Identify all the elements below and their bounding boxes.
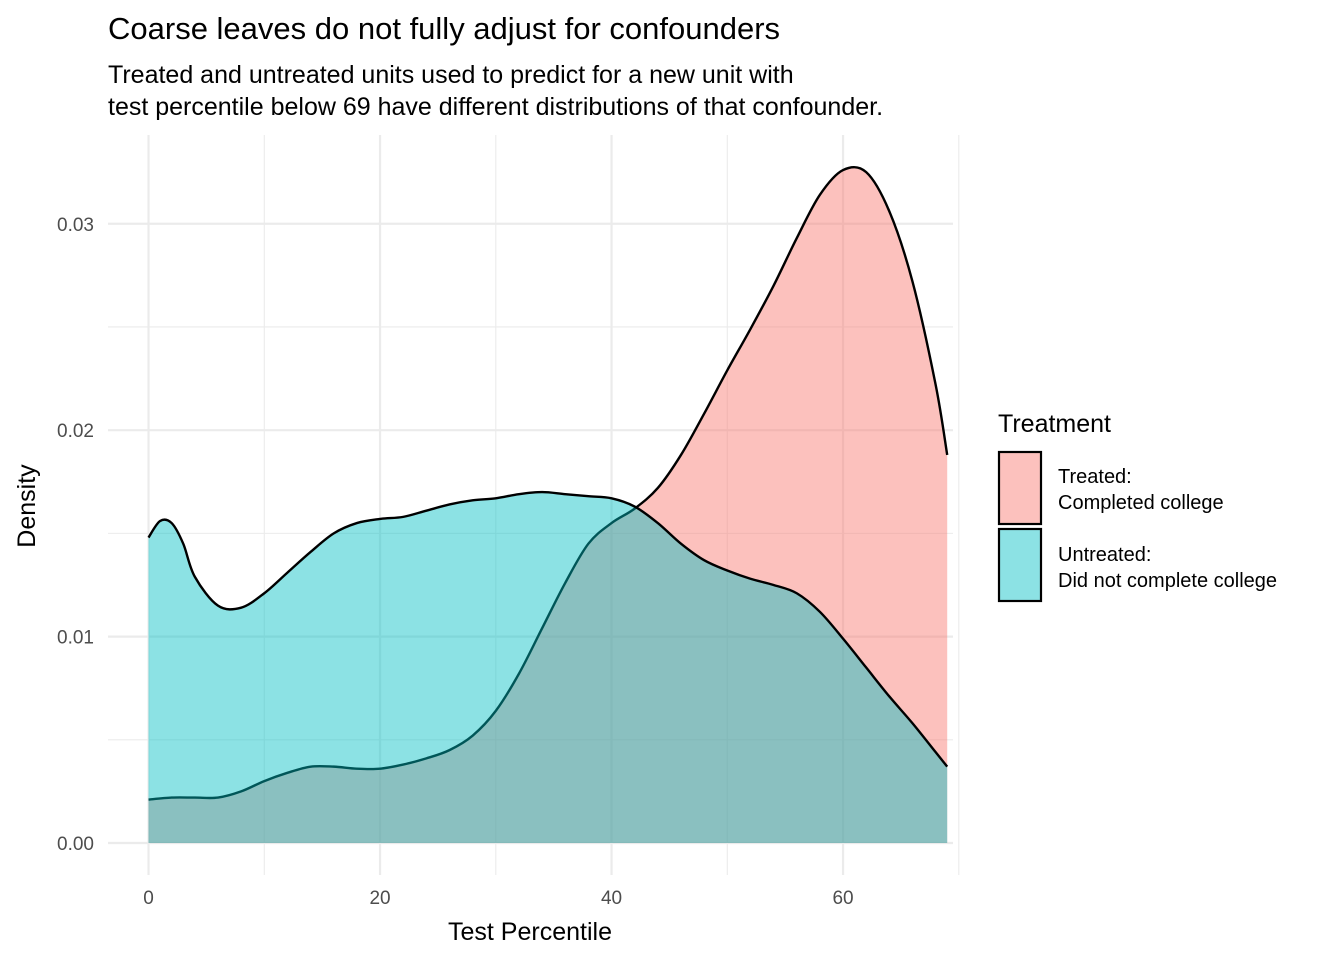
legend-label-treated-line-2: Completed college — [1058, 492, 1224, 514]
chart-title: Coarse leaves do not fully adjust for co… — [108, 11, 780, 46]
y-tick-label: 0.02 — [57, 421, 94, 442]
legend-label-untreated-line-2: Did not complete college — [1058, 570, 1277, 592]
y-axis-title: Density — [13, 464, 41, 548]
legend: Treatment Treated: Completed college Unt… — [997, 410, 1277, 603]
density-areas — [147, 165, 949, 844]
legend-label-treated-line-1: Treated: — [1058, 466, 1132, 488]
x-tick-label: 20 — [369, 888, 390, 909]
legend-key-untreated — [997, 527, 1043, 603]
axis-ticks: 0 20 40 60 0.00 0.01 0.02 0.03 — [57, 215, 854, 909]
grid — [108, 135, 960, 875]
x-tick-label: 60 — [832, 888, 853, 909]
x-tick-label: 40 — [601, 888, 622, 909]
legend-title: Treatment — [998, 410, 1111, 438]
x-axis-title: Test Percentile — [448, 918, 612, 946]
x-tick-label: 0 — [143, 888, 154, 909]
legend-key-treated — [997, 450, 1043, 526]
density-line-untreated — [147, 490, 949, 768]
y-tick-label: 0.03 — [57, 215, 94, 236]
y-tick-label: 0.01 — [57, 628, 94, 649]
density-area-untreated — [148, 492, 948, 844]
y-tick-label: 0.00 — [57, 834, 94, 855]
chart-subtitle-line-1: Treated and untreated units used to pred… — [108, 61, 794, 89]
chart-subtitle-line-2: test percentile below 69 have different … — [108, 93, 883, 121]
density-line-treated — [148, 165, 949, 801]
legend-label-untreated-line-1: Untreated: — [1058, 544, 1151, 566]
